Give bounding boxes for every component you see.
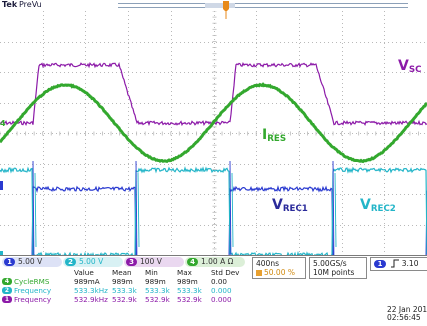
measurement-row[interactable]: 2 Frequency 533.3kHz 533.3k 533.3k 533.3k… [2,286,247,295]
measurement-max: 532.9k [177,295,202,304]
sample-rate: 5.00GS/s [313,259,347,268]
header-mean: Mean [112,268,132,277]
channel-4-badge: 4 [187,258,198,266]
channel-4-termination: Ω [227,257,234,266]
vsc-label: VSC [398,58,422,76]
horizontal-scale: 400ns [256,259,279,268]
measurement-mean: 532.9k [112,295,137,304]
measurement-source-badge: 2 [2,287,12,294]
channel-1-badge: 1 [4,258,15,266]
switching-spike [32,160,35,255]
acquisition-state: PreVu [19,0,42,9]
measurement-name: Frequency [14,295,52,304]
record-view-window[interactable] [205,3,235,8]
header-value: Value [74,268,94,277]
measurement-max: 989m [177,277,198,286]
record-length: 10M points [313,268,355,277]
trigger-level: 3.10 [401,259,419,268]
channel-2-badge: 2 [65,258,76,266]
readout-panel: 1 5.00 V 2 5.00 V 3 100 V 4 1.00 A Ω Value M… [0,255,427,326]
measurement-min: 532.9k [145,295,170,304]
rising-edge-icon [391,259,400,270]
trigger-source-badge: 1 [374,260,386,268]
channel-1-marker [0,181,3,190]
measurement-min: 533.3k [145,286,170,295]
time: 02:56:45 [387,313,421,322]
graticule-grid [0,11,425,255]
measurement-value: 989mA [74,277,100,286]
measurement-source-badge: 4 [2,278,12,285]
timebase-readout[interactable]: 400ns 50.00 % [252,257,306,279]
measurement-std-dev: 0.00 [211,277,228,286]
switching-spike [334,172,337,248]
switching-spike [229,160,232,255]
trace-vrec2 [0,166,427,255]
horizontal-position: 50.00 % [256,268,302,277]
measurement-source-badge: 1 [2,296,12,303]
brand-logo: Tek [2,0,18,9]
channel-3-scale-value: 100 V [140,257,162,266]
channel-1-scale[interactable]: 1 5.00 V [2,257,62,267]
measurement-row[interactable]: 4 CycleRMS 989mA 989m 989m 989m 0.00 [2,277,247,286]
channel-2-scale[interactable]: 2 5.00 V [63,257,123,267]
horizontal-position-value: 50.00 % [264,268,295,277]
trigger-position-marker-icon [256,270,262,276]
channel-4-marker: 4 [0,119,6,128]
vrec1-label: VREC1 [272,197,308,215]
date: 22 Jan 201 [387,306,427,314]
measurement-max: 533.3k [177,286,202,295]
channel-3-scale[interactable]: 3 100 V [124,257,184,267]
measurement-name: CycleRMS [14,277,50,286]
datetime-readout: 22 Jan 201 02:56:45 [387,306,427,322]
measurement-mean: 533.3k [112,286,137,295]
switching-spike [34,172,37,248]
status-bar: Tek PreVu [0,0,427,19]
vrec2-label: VREC2 [360,197,396,215]
measurement-value: 533.3kHz [74,286,108,295]
measurement-header-row: Value Mean Min Max Std Dev [2,268,247,277]
acquisition-readout[interactable]: 5.00GS/s 10M points [309,257,367,279]
measurement-min: 989m [145,277,166,286]
channel-1-scale-value: 5.00 V [18,257,43,266]
measurement-row[interactable]: 1 Frequency 532.9kHz 532.9k 532.9k 532.9k… [2,295,247,304]
header-std-dev: Std Dev [211,268,240,277]
header-max: Max [177,268,192,277]
channel-3-badge: 3 [126,258,137,266]
measurement-std-dev: 0.000 [211,295,232,304]
channel-4-scale-value: 1.00 A [201,257,226,266]
switching-spike [332,160,335,255]
channel-4-scale[interactable]: 4 1.00 A Ω [185,257,245,267]
waveform-display[interactable]: 4 VSC IRES VREC1 VREC2 [0,11,427,255]
measurement-value: 532.9kHz [74,295,108,304]
record-view-bar[interactable] [118,3,408,8]
measurement-mean: 989m [112,277,133,286]
channel-2-scale-value: 5.00 V [79,257,104,266]
switching-spike [135,160,138,255]
trigger-position-icon[interactable] [223,1,229,19]
trace-vrec1 [31,184,427,255]
channel-2-marker [0,251,3,255]
switching-spike [231,172,234,248]
ires-label: IRES [262,127,287,145]
trigger-readout[interactable]: 1 3.10 [370,257,427,271]
measurement-std-dev: 0.000 [211,286,232,295]
measurement-name: Frequency [14,286,52,295]
switching-spike [137,172,140,248]
header-min: Min [145,268,158,277]
trace-ires [0,82,427,164]
